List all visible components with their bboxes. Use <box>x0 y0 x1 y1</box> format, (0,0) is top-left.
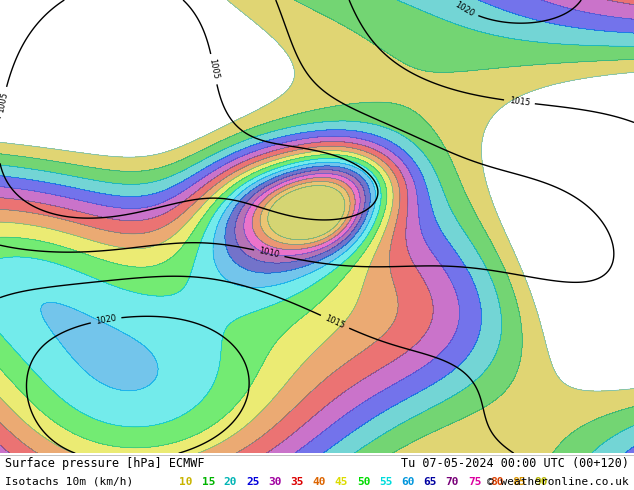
Text: © weatheronline.co.uk: © weatheronline.co.uk <box>487 477 629 487</box>
Text: 90: 90 <box>534 477 548 487</box>
Text: 55: 55 <box>379 477 392 487</box>
Text: 50: 50 <box>357 477 370 487</box>
Text: Surface pressure [hPa] ECMWF: Surface pressure [hPa] ECMWF <box>5 457 205 470</box>
Text: 1015: 1015 <box>323 314 346 330</box>
Text: 1020: 1020 <box>95 314 117 326</box>
Text: 1020: 1020 <box>453 0 476 18</box>
Text: 65: 65 <box>424 477 437 487</box>
Text: 15: 15 <box>202 477 215 487</box>
Text: 40: 40 <box>313 477 326 487</box>
Text: 80: 80 <box>490 477 503 487</box>
Text: 70: 70 <box>446 477 459 487</box>
Text: 85: 85 <box>512 477 526 487</box>
Text: 35: 35 <box>290 477 304 487</box>
Text: 75: 75 <box>468 477 481 487</box>
Text: 1015: 1015 <box>508 96 531 108</box>
Text: Tu 07-05-2024 00:00 UTC (00+120): Tu 07-05-2024 00:00 UTC (00+120) <box>401 457 629 470</box>
Text: 20: 20 <box>224 477 237 487</box>
Text: Isotachs 10m (km/h): Isotachs 10m (km/h) <box>5 477 133 487</box>
Text: 45: 45 <box>335 477 348 487</box>
Text: 60: 60 <box>401 477 415 487</box>
Text: 30: 30 <box>268 477 281 487</box>
Text: 25: 25 <box>246 477 259 487</box>
Text: 1005: 1005 <box>207 58 220 80</box>
Text: 1010: 1010 <box>258 246 280 260</box>
Text: 1005: 1005 <box>0 91 10 113</box>
Text: 10: 10 <box>179 477 193 487</box>
